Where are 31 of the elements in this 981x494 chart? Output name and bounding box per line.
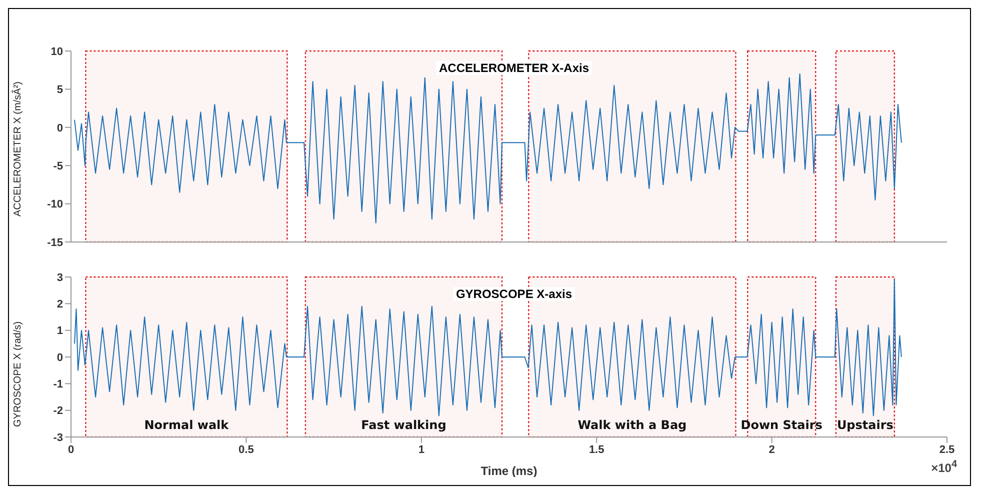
y-tick-label: 1 [56, 325, 63, 338]
x-tick-label: 0 [68, 444, 74, 456]
x-tick-label: 2.5 [939, 444, 955, 456]
y-tick-label: -15 [47, 236, 63, 249]
x-tick-label: 1 [418, 444, 424, 456]
y-axis-title: ACCELEROMETER X (m/sÂ²) [12, 81, 24, 216]
band-label: Fast walking [361, 418, 446, 432]
x-tick-label: 1.5 [588, 444, 604, 456]
band-label: Walk with a Bag [578, 418, 687, 432]
text: ACCELEROMETER X-Axis [436, 61, 592, 75]
line-series [74, 73, 902, 224]
text: GYROSCOPE X-axis [452, 287, 576, 301]
text: ×10$^{4}$ [931, 459, 957, 475]
y-tick-label: 10 [50, 46, 63, 58]
band-label: Down Stairs [740, 418, 822, 432]
y-tick-label: -3 [53, 432, 63, 444]
y-tick-label: 2 [56, 298, 63, 311]
x-tick-label: 2 [768, 444, 775, 456]
y-tick-label: 0 [56, 122, 63, 134]
y-tick-label: -5 [53, 160, 63, 173]
x-tick-label: 0.5 [238, 444, 254, 456]
y-tick-label: 3 [56, 272, 63, 284]
y-tick-label: 0 [56, 352, 63, 364]
y-axis-title: GYROSCOPE X (rad/s) [12, 321, 24, 427]
band-label: Normal walk [144, 418, 230, 432]
y-tick-label: -1 [53, 378, 63, 391]
y-tick-label: -10 [47, 198, 63, 211]
line-series [74, 279, 902, 416]
y-tick-label: 5 [56, 84, 63, 96]
band-label: Upstairs [836, 418, 894, 432]
y-tick-label: -2 [53, 405, 63, 418]
